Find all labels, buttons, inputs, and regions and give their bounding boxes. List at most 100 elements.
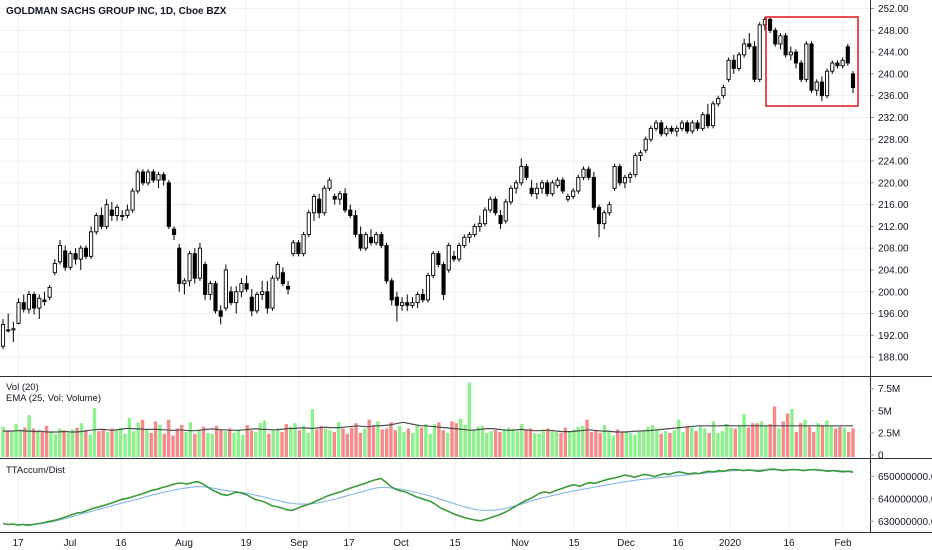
- highlight-box: [765, 16, 859, 107]
- volume-bar: [406, 428, 411, 457]
- candle-body: [550, 182, 555, 195]
- candle: [363, 231, 368, 251]
- volume-bar: [175, 428, 180, 457]
- candle: [550, 180, 555, 197]
- candle-body: [596, 206, 602, 225]
- candle-body: [322, 187, 327, 214]
- candle: [524, 163, 529, 181]
- candle: [586, 166, 591, 181]
- candle: [690, 120, 695, 134]
- candle-body: [534, 187, 539, 195]
- volume-bar: [75, 427, 79, 457]
- volume-bar: [315, 429, 319, 457]
- price-tick-label: 208.00: [878, 244, 909, 255]
- price-candles-layer: [0, 16, 856, 349]
- candle: [493, 196, 498, 216]
- candle: [358, 226, 363, 251]
- candle-body: [545, 182, 550, 195]
- candle: [177, 243, 182, 292]
- volume-bar: [393, 430, 398, 457]
- volume-bar: [724, 424, 729, 457]
- candle: [633, 152, 638, 178]
- accum-dist-layer: [2, 468, 854, 527]
- volume-bar: [720, 431, 724, 457]
- volume-bar: [341, 428, 345, 457]
- candle: [555, 177, 560, 189]
- candle: [68, 250, 73, 270]
- volume-bar: [101, 429, 105, 457]
- candle: [840, 57, 845, 69]
- candle-body: [425, 274, 431, 301]
- volume-bar: [554, 432, 559, 457]
- candle-body: [249, 296, 254, 312]
- volume-bar: [114, 430, 119, 457]
- candle-body: [156, 174, 161, 181]
- volume-bar: [493, 430, 498, 457]
- candle: [249, 289, 254, 317]
- candle: [757, 22, 762, 83]
- candle-body: [99, 215, 104, 227]
- candle: [607, 201, 612, 216]
- volume-bar: [424, 424, 428, 457]
- candle-body: [768, 18, 773, 31]
- candle-body: [16, 302, 21, 324]
- candle: [519, 158, 524, 186]
- volume-bar: [825, 420, 829, 457]
- candle: [368, 229, 374, 246]
- candle-body: [799, 62, 804, 80]
- volume-bar: [5, 430, 10, 457]
- candle-body: [431, 253, 436, 276]
- candle-body: [628, 174, 633, 178]
- time-tick-label: 16: [115, 538, 127, 549]
- candle-body: [213, 283, 218, 312]
- candle: [21, 294, 26, 313]
- candle: [783, 33, 788, 58]
- candle: [26, 290, 31, 314]
- candle-body: [850, 73, 856, 88]
- time-tick-label: 17: [12, 538, 24, 549]
- volume-bar: [716, 432, 720, 457]
- candle: [415, 291, 420, 309]
- volume-bar: [659, 433, 663, 457]
- time-tick-label: Aug: [175, 538, 193, 549]
- volume-bar: [598, 432, 602, 457]
- candle: [534, 182, 539, 200]
- volume-bar: [188, 422, 193, 457]
- candle: [332, 193, 337, 205]
- price-tick-label: 204.00: [878, 265, 909, 276]
- candle: [498, 210, 503, 230]
- volume-bar: [354, 423, 358, 457]
- candle-body: [793, 51, 799, 64]
- candle-body: [363, 234, 368, 249]
- candle-body: [731, 59, 736, 69]
- volume-bar: [49, 432, 53, 457]
- volume-bar: [642, 430, 646, 457]
- volume-bar: [445, 432, 450, 457]
- candle: [508, 185, 513, 205]
- candle: [700, 112, 705, 132]
- volume-bar: [485, 432, 489, 457]
- volume-bar: [145, 429, 149, 457]
- candle-body: [586, 168, 591, 178]
- candle-body: [120, 215, 125, 217]
- candle: [638, 150, 643, 162]
- volume-bar: [280, 432, 284, 457]
- volume-bar: [668, 432, 672, 457]
- volume-bar: [384, 428, 389, 457]
- time-tick-label: 16: [672, 538, 684, 549]
- price-tick-label: 192.00: [878, 331, 909, 342]
- volume-bar: [254, 432, 258, 457]
- candle: [57, 240, 63, 265]
- volume-bar: [476, 426, 480, 457]
- candle-body: [752, 46, 757, 80]
- candle: [83, 245, 88, 260]
- candle: [695, 120, 700, 132]
- candle: [529, 180, 534, 197]
- volume-bar: [166, 419, 171, 457]
- candle: [788, 46, 793, 61]
- candle-body: [203, 264, 208, 295]
- candle: [120, 210, 125, 221]
- candle-body: [197, 247, 203, 279]
- candle-body: [721, 87, 726, 97]
- candle: [317, 193, 322, 219]
